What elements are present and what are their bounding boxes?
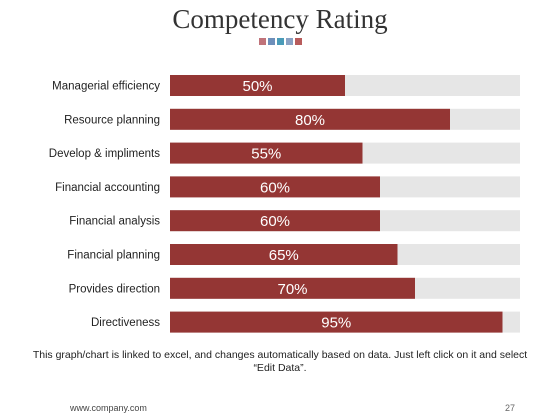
title-decoration	[259, 38, 302, 45]
value-label: 70%	[277, 281, 307, 298]
bar-chart[interactable]: Managerial efficiency 50% Resource plannin…	[0, 0, 560, 345]
swatch-3	[286, 38, 293, 45]
value-label: 80%	[295, 112, 325, 129]
bar[interactable]	[170, 142, 363, 164]
value-label: 55%	[251, 146, 281, 163]
category-label: Provides direction	[69, 283, 160, 295]
footer-url: www.company.com	[70, 403, 147, 413]
bar[interactable]	[170, 277, 415, 299]
bar[interactable]	[170, 176, 380, 198]
bar[interactable]	[170, 244, 398, 265]
bar[interactable]	[170, 75, 345, 96]
value-label: 50%	[242, 78, 272, 95]
chart-note: This graph/chart is linked to excel, and…	[32, 349, 528, 374]
chart-title: Competency Rating	[172, 4, 388, 34]
value-label: 65%	[269, 247, 299, 264]
swatch-0	[259, 38, 266, 45]
swatch-2	[277, 38, 284, 45]
category-label: Managerial efficiency	[52, 81, 160, 93]
bar[interactable]	[170, 311, 503, 333]
bar[interactable]	[170, 210, 380, 232]
category-label: Financial accounting	[55, 182, 160, 194]
swatch-4	[295, 38, 302, 45]
page-number: 27	[504, 403, 515, 413]
value-label: 60%	[260, 213, 290, 230]
value-label: 95%	[321, 315, 351, 332]
swatch-1	[268, 38, 275, 45]
category-label: Develop & impliments	[49, 148, 160, 160]
category-label: Financial planning	[67, 250, 160, 262]
category-label: Financial analysis	[69, 216, 160, 228]
category-label: Directiveness	[91, 317, 160, 329]
bar[interactable]	[170, 108, 450, 130]
value-label: 60%	[260, 179, 290, 196]
category-label: Resource planning	[64, 114, 160, 126]
